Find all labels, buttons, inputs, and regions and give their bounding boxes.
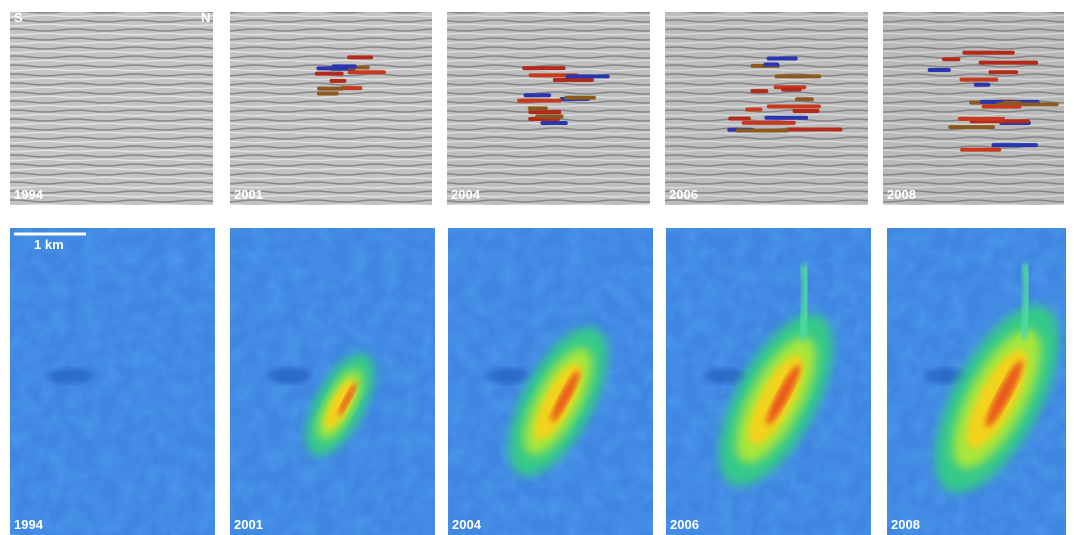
year-label: 2001 xyxy=(234,187,263,202)
reflector xyxy=(774,74,821,78)
reflector xyxy=(540,121,567,125)
reflector xyxy=(523,93,551,97)
reflector xyxy=(522,66,565,70)
reflector xyxy=(974,83,990,87)
map-panel: 2004 xyxy=(448,228,653,535)
seismic-panel: 2008 xyxy=(883,12,1064,205)
seismic-shade xyxy=(447,12,650,205)
reflector xyxy=(960,78,999,82)
map-panel: 2008 xyxy=(887,228,1074,535)
year-label: 2004 xyxy=(452,517,482,532)
reflector xyxy=(763,63,779,67)
reflector xyxy=(960,148,1001,152)
reflector xyxy=(764,116,808,120)
seismic-panel: 2004 xyxy=(447,12,650,205)
reflector xyxy=(528,106,548,110)
year-label: 2004 xyxy=(451,187,481,202)
reflector xyxy=(329,79,346,83)
reflector xyxy=(315,72,344,76)
reflector xyxy=(979,61,1038,65)
seismic-panel: 2006 xyxy=(665,12,868,205)
reflector xyxy=(942,57,960,61)
map-panel: 2001 xyxy=(230,228,435,535)
reflector xyxy=(962,51,1014,55)
reflector xyxy=(553,78,594,82)
reflector xyxy=(1003,101,1022,105)
reflector xyxy=(530,99,562,103)
year-label: 1994 xyxy=(14,517,44,532)
year-label: 2001 xyxy=(234,517,263,532)
reflector xyxy=(750,89,768,93)
reflector xyxy=(564,96,596,100)
seismic-shade xyxy=(665,12,868,205)
seismic-shade xyxy=(230,12,432,205)
reflector xyxy=(728,116,751,120)
reflector xyxy=(745,108,762,112)
reflector xyxy=(565,74,609,78)
reflector xyxy=(781,88,802,92)
year-label: 2006 xyxy=(669,187,698,202)
reflector xyxy=(795,97,814,101)
reflector xyxy=(348,70,386,74)
dark-feature xyxy=(486,368,530,384)
dark-feature xyxy=(48,368,92,384)
map-texture xyxy=(10,228,215,535)
reflector xyxy=(347,55,373,59)
seismic-shade xyxy=(10,12,213,205)
reflector xyxy=(736,128,789,132)
reflector xyxy=(528,110,561,114)
reflector xyxy=(988,70,1018,74)
figure: 1994 2001 2004 2006 2008 1994 2001 2004 2006 2008… xyxy=(0,0,1074,535)
orientation-north: N xyxy=(201,10,210,25)
reflector xyxy=(535,115,563,119)
year-label: 2008 xyxy=(891,517,920,532)
reflector xyxy=(928,68,951,72)
orientation-south: S xyxy=(14,10,23,25)
seismic-panel: 2001 xyxy=(230,12,432,205)
year-label: 2006 xyxy=(670,517,699,532)
map-panel: 1994 xyxy=(10,228,215,535)
reflector xyxy=(958,117,1005,121)
map-panel: 2006 xyxy=(666,228,871,535)
reflector xyxy=(793,109,820,113)
reflector xyxy=(742,121,796,125)
reflector xyxy=(767,105,821,109)
seismic-panel: 1994 xyxy=(10,12,213,205)
seismic-shade xyxy=(883,12,1064,205)
reflector xyxy=(331,64,356,68)
reflector xyxy=(991,143,1037,147)
reflector xyxy=(982,105,1022,109)
scale-bar-label: 1 km xyxy=(34,237,64,252)
reflector xyxy=(948,125,995,129)
reflector xyxy=(767,57,798,61)
reflector xyxy=(317,92,339,96)
dark-feature xyxy=(268,368,312,384)
year-label: 2008 xyxy=(887,187,916,202)
reflector xyxy=(317,87,344,91)
reflector xyxy=(786,127,843,131)
year-label: 1994 xyxy=(14,187,44,202)
